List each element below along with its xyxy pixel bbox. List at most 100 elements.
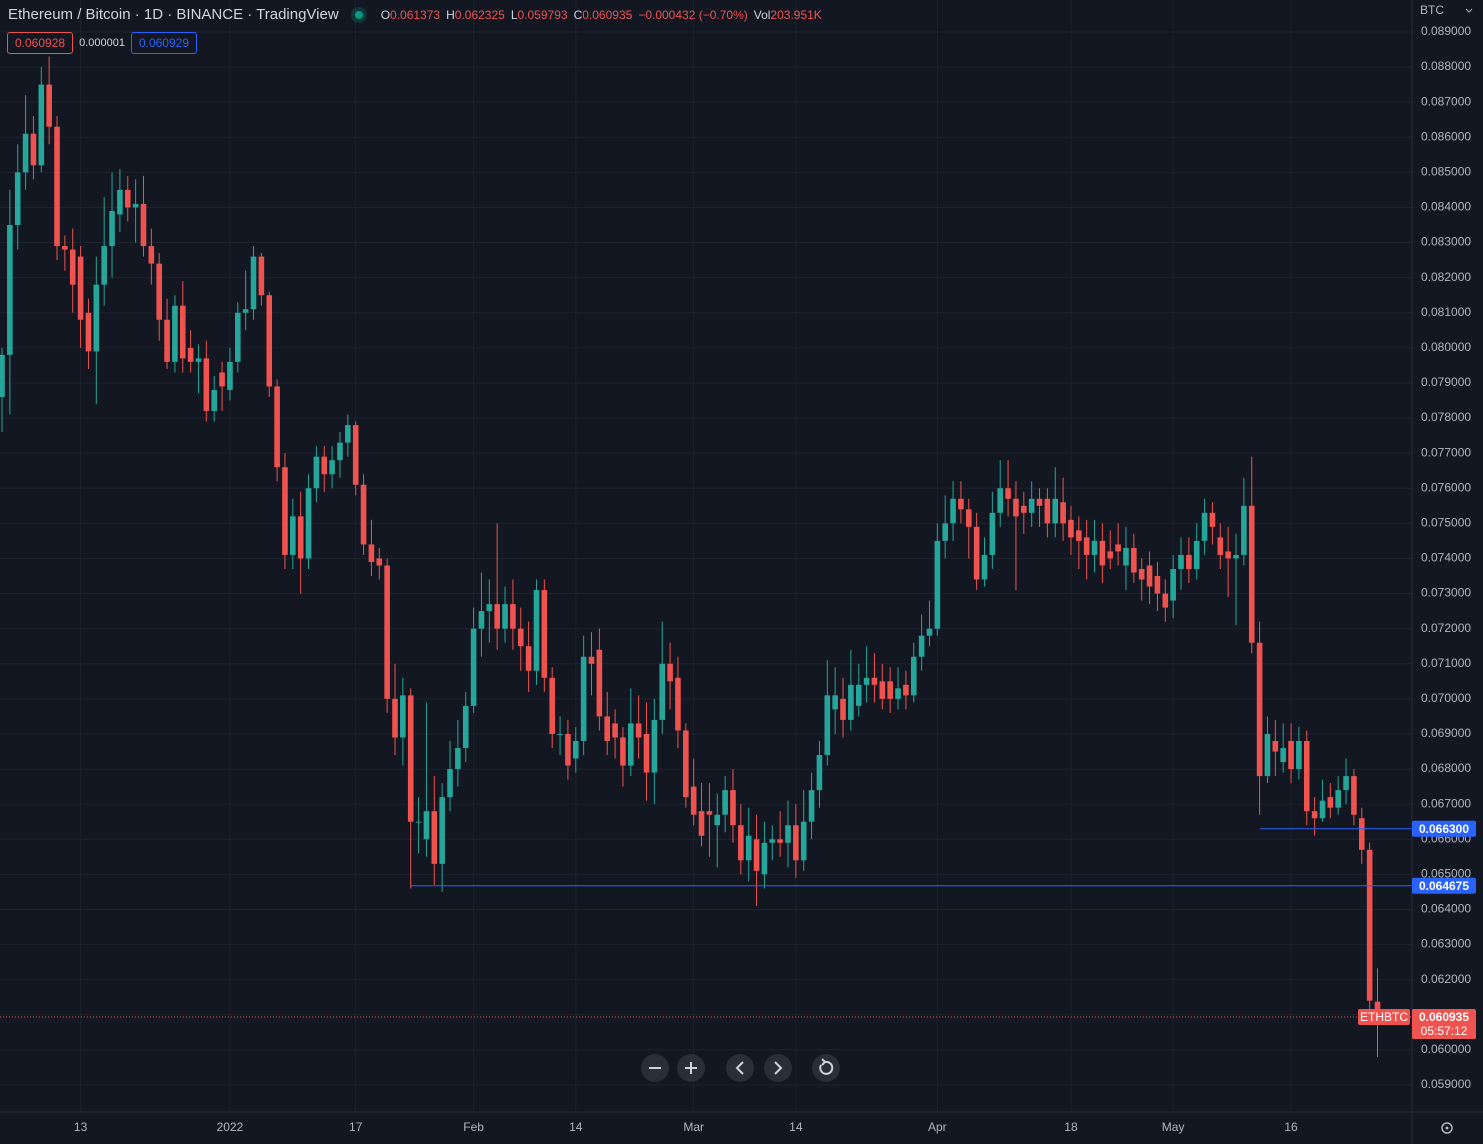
y-tick-label: 0.063000 xyxy=(1421,937,1471,951)
y-tick-label: 0.084000 xyxy=(1421,200,1471,214)
candle-body xyxy=(840,698,846,720)
x-tick-label: Apr xyxy=(928,1120,947,1134)
candle-body xyxy=(494,604,500,629)
zoom-out-button[interactable] xyxy=(641,1054,669,1082)
high-value: 0.062325 xyxy=(454,7,505,22)
y-tick-label: 0.067000 xyxy=(1421,796,1471,810)
candle-body xyxy=(211,389,218,412)
candle-body xyxy=(85,312,92,352)
y-tick-label: 0.062000 xyxy=(1421,972,1471,986)
settings-button[interactable] xyxy=(1441,1122,1453,1134)
symbol-label-box xyxy=(1358,1009,1410,1026)
candle-body xyxy=(1099,540,1106,566)
candle-body xyxy=(1107,551,1114,559)
candle-body xyxy=(675,677,681,731)
scroll-left-button[interactable] xyxy=(726,1054,754,1082)
candle-body xyxy=(7,224,13,355)
candle-body xyxy=(305,488,312,559)
candle-body xyxy=(345,425,351,443)
y-tick-label: 0.073000 xyxy=(1421,586,1471,600)
candle-body xyxy=(643,733,650,773)
candle-body xyxy=(321,456,328,475)
candle-body xyxy=(745,835,752,861)
candle-body xyxy=(0,354,5,397)
candle-body xyxy=(1280,748,1286,763)
zoom-in-button[interactable] xyxy=(677,1054,705,1082)
candle-body xyxy=(973,526,980,580)
y-tick-label: 0.060000 xyxy=(1421,1042,1471,1056)
price-label: 0.066300 xyxy=(1419,822,1469,836)
y-tick-label: 0.082000 xyxy=(1421,270,1471,284)
candle-body xyxy=(1060,502,1066,524)
y-tick-label: 0.077000 xyxy=(1421,445,1471,459)
candle-body xyxy=(148,246,155,264)
countdown: 05:57:12 xyxy=(1421,1024,1468,1038)
candle-body xyxy=(1162,593,1169,608)
candle-body xyxy=(54,126,60,247)
candle-body xyxy=(761,842,768,875)
candle-body xyxy=(1343,776,1349,791)
candle-body xyxy=(400,695,406,738)
candle-body xyxy=(1146,565,1153,587)
y-tick-label: 0.071000 xyxy=(1421,656,1471,670)
open-label: O xyxy=(380,7,391,22)
candle-body xyxy=(455,748,461,770)
y-tick-label: 0.085000 xyxy=(1421,165,1471,179)
buy-price[interactable]: 0.060929 xyxy=(130,32,198,54)
candle-body xyxy=(549,677,555,734)
symbol-title: Ethereum / Bitcoin · 1D · BINANCE · Trad… xyxy=(8,6,339,23)
x-tick-label: 13 xyxy=(74,1120,88,1134)
last-price-label: 0.060935 xyxy=(1419,1010,1469,1024)
candle-body xyxy=(470,628,477,706)
sell-price[interactable]: 0.060928 xyxy=(7,32,74,54)
candle-body xyxy=(1335,790,1341,808)
candle-body xyxy=(431,811,438,864)
candle-body xyxy=(117,189,123,215)
candle-body xyxy=(313,456,320,489)
candle-body xyxy=(101,246,107,285)
candle-body xyxy=(816,755,823,791)
candle-body xyxy=(604,716,611,741)
y-tick-label: 0.078000 xyxy=(1421,410,1471,424)
candle-body xyxy=(965,509,972,527)
candle-body xyxy=(510,604,516,629)
candle-body xyxy=(855,684,862,706)
y-tick-label: 0.072000 xyxy=(1421,621,1471,635)
candle-body xyxy=(156,263,162,320)
candle-body xyxy=(942,523,948,541)
candle-body xyxy=(329,460,335,475)
price-label-box xyxy=(1412,820,1476,837)
candle-body xyxy=(1005,488,1011,499)
volume-label: Vol xyxy=(753,7,771,22)
candle-body xyxy=(423,811,430,840)
candle-body xyxy=(1115,544,1121,552)
y-tick-label: 0.065000 xyxy=(1421,867,1471,881)
candle-body xyxy=(848,684,854,720)
y-tick-label: 0.089000 xyxy=(1421,24,1471,38)
currency-menu[interactable] xyxy=(1465,8,1473,13)
scroll-right-button[interactable] xyxy=(764,1054,792,1082)
candle-body xyxy=(1264,733,1271,777)
candle-body xyxy=(800,821,807,861)
candle-body xyxy=(1170,568,1176,601)
y-tick-label: 0.086000 xyxy=(1421,129,1471,143)
candle-body xyxy=(195,358,202,362)
candle-body xyxy=(1288,740,1294,770)
candle-body xyxy=(926,628,933,636)
candle-body xyxy=(683,730,689,798)
candle-body xyxy=(793,825,799,861)
candle-body xyxy=(1044,498,1051,524)
candle-body xyxy=(588,656,595,664)
x-tick-label: 18 xyxy=(1064,1120,1078,1134)
y-tick-label: 0.076000 xyxy=(1421,480,1471,494)
candle-body xyxy=(620,737,626,766)
candle-body xyxy=(887,681,893,699)
candle-body xyxy=(1028,498,1035,513)
y-tick-label: 0.070000 xyxy=(1421,691,1471,705)
candle-body xyxy=(376,558,383,566)
reset-button[interactable] xyxy=(812,1054,840,1082)
candle-body xyxy=(659,663,666,720)
